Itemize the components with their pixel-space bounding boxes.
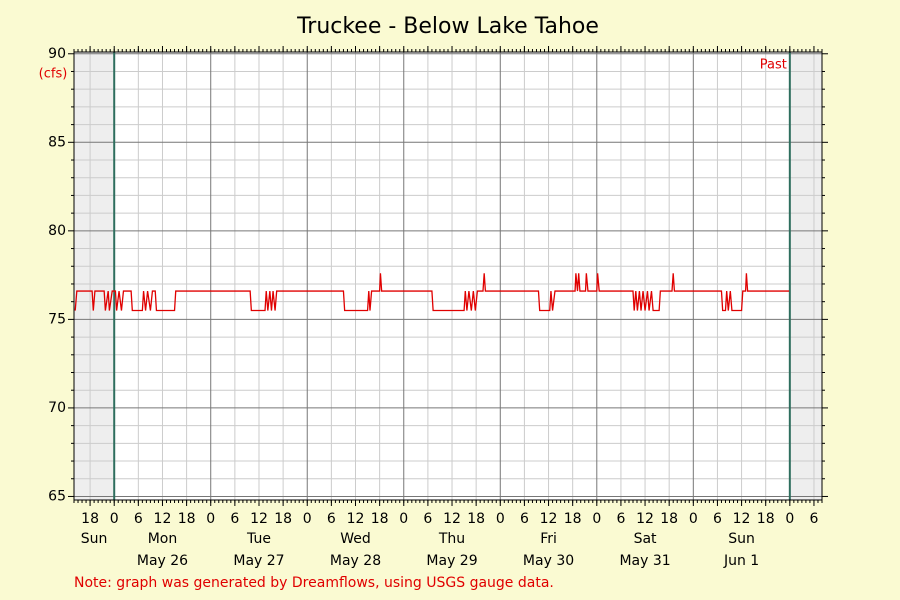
- x-tick-label: 18: [274, 511, 292, 527]
- x-tick-label: 6: [230, 511, 239, 527]
- y-tick-label: 65: [48, 488, 66, 504]
- y-tick-label: 85: [48, 134, 66, 150]
- day-label: Sun: [728, 531, 755, 547]
- chart-title: Truckee - Below Lake Tahoe: [296, 14, 599, 39]
- x-tick-label: 0: [399, 511, 408, 527]
- x-tick-label: 6: [616, 511, 625, 527]
- y-tick-label: 75: [48, 311, 66, 327]
- x-tick-label: 0: [689, 511, 698, 527]
- x-tick-label: 6: [327, 511, 336, 527]
- x-tick-label: 0: [496, 511, 505, 527]
- x-tick-label: 6: [520, 511, 529, 527]
- x-tick-label: 0: [206, 511, 215, 527]
- x-tick-label: 6: [134, 511, 143, 527]
- day-label: Tue: [246, 531, 271, 547]
- x-tick-label: 18: [467, 511, 485, 527]
- day-label: Mon: [148, 531, 178, 547]
- date-label: Jun 1: [723, 553, 759, 569]
- x-tick-label: 6: [809, 511, 818, 527]
- day-label: Sat: [634, 531, 657, 547]
- day-label: Wed: [340, 531, 371, 547]
- x-tick-label: 18: [757, 511, 775, 527]
- date-label: May 31: [619, 553, 670, 569]
- y-tick-label: 90: [48, 46, 66, 62]
- plot-frame: [73, 51, 823, 501]
- x-tick-label: 12: [733, 511, 751, 527]
- shaded-region: [789, 52, 822, 500]
- x-tick-label: 18: [660, 511, 678, 527]
- x-tick-label: 0: [303, 511, 312, 527]
- y-tick-label: 70: [48, 400, 66, 416]
- x-tick-label: 12: [443, 511, 461, 527]
- x-tick-label: 12: [540, 511, 558, 527]
- x-tick-label: 12: [250, 511, 268, 527]
- x-tick-label: 12: [154, 511, 172, 527]
- date-label: May 27: [233, 553, 284, 569]
- marker-label: Past: [760, 58, 787, 73]
- y-tick-label: 80: [48, 223, 66, 239]
- date-label: May 28: [330, 553, 381, 569]
- date-label: May 26: [137, 553, 188, 569]
- x-tick-label: 18: [371, 511, 389, 527]
- x-tick-label: 12: [636, 511, 654, 527]
- x-tick-label: 18: [178, 511, 196, 527]
- x-tick-label: 18: [81, 511, 99, 527]
- date-label: May 30: [523, 553, 574, 569]
- x-tick-label: 0: [785, 511, 794, 527]
- y-axis-label: (cfs): [39, 67, 68, 82]
- day-label: Thu: [438, 531, 465, 547]
- x-tick-label: 6: [713, 511, 722, 527]
- day-label: Sun: [81, 531, 108, 547]
- x-tick-label: 0: [592, 511, 601, 527]
- date-label: May 29: [426, 553, 477, 569]
- x-tick-label: 18: [564, 511, 582, 527]
- day-label: Fri: [540, 531, 557, 547]
- x-tick-label: 6: [423, 511, 432, 527]
- data-line: [74, 273, 790, 312]
- shaded-region: [74, 52, 115, 500]
- x-tick-label: 0: [110, 511, 119, 527]
- x-tick-label: 12: [347, 511, 365, 527]
- note: Note: graph was generated by Dreamflows,…: [74, 575, 554, 591]
